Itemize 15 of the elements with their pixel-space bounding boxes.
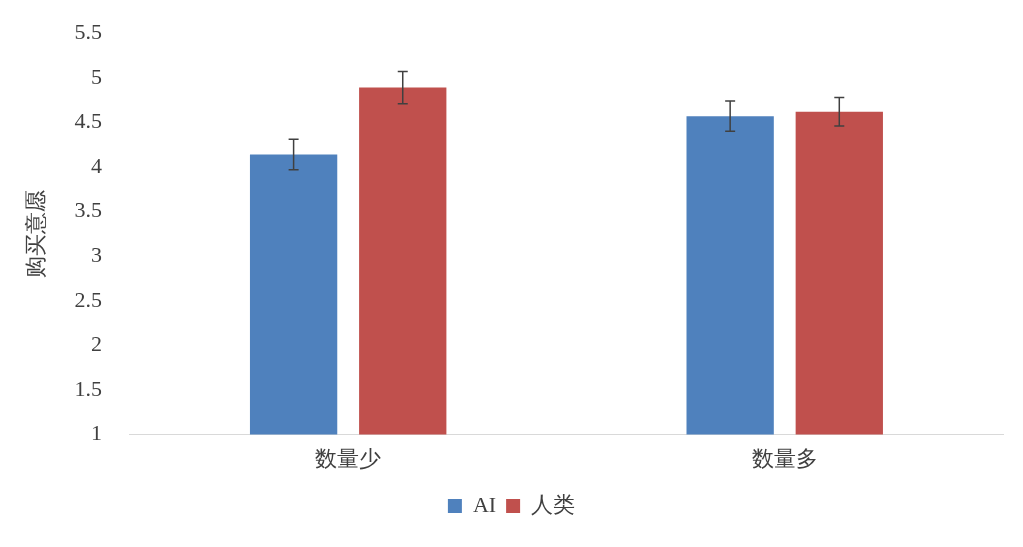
y-tick-label: 1	[90, 420, 102, 446]
x-tick-label: 数量多	[751, 445, 818, 471]
y-tick-label: 2	[90, 331, 102, 357]
y-tick-label: 3.5	[74, 197, 102, 223]
y-axis-title: 购买意愿	[22, 189, 48, 278]
y-tick-label: 5.5	[74, 18, 102, 44]
y-tick-label: 4.5	[74, 108, 102, 134]
x-tick-label: 数量少	[315, 445, 382, 471]
y-tick-label: 5	[90, 63, 102, 89]
y-tick-label: 3	[90, 241, 102, 267]
y-tick-label: 1.5	[74, 375, 102, 401]
legend-label: AI	[472, 491, 497, 517]
y-tick-label: 2.5	[74, 286, 102, 312]
legend-label: 人类	[531, 491, 576, 517]
y-tick-label: 4	[90, 152, 102, 178]
